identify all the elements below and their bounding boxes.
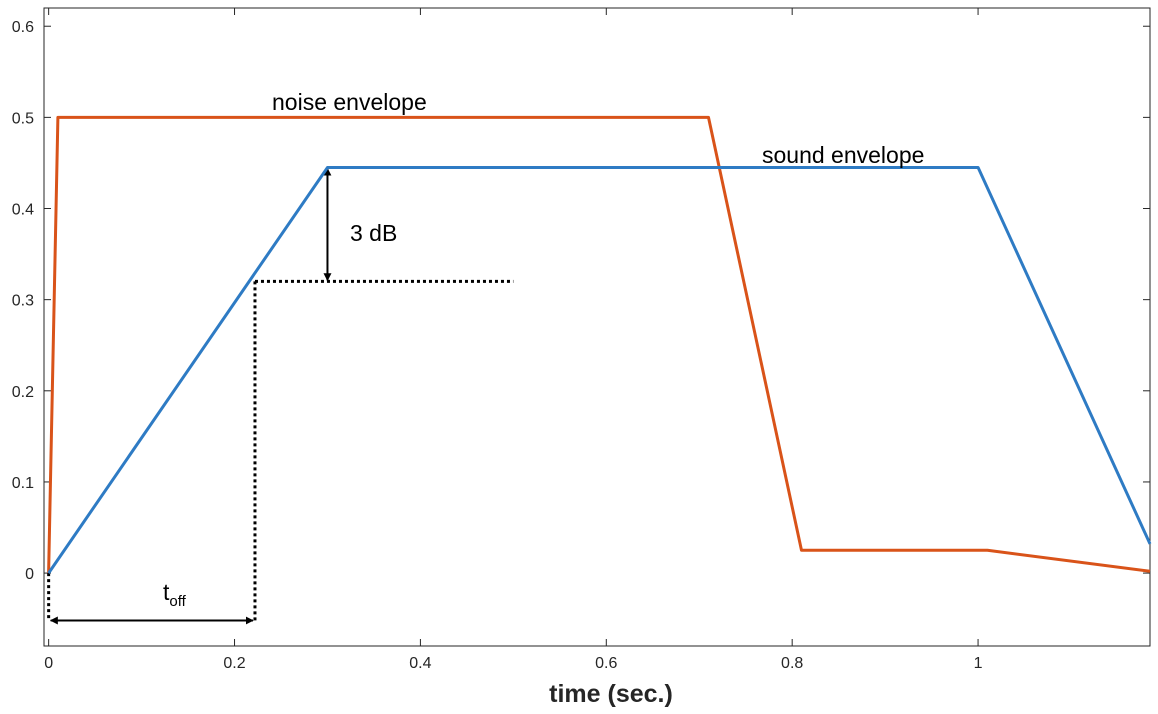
- y-tick-label: 0.4: [12, 202, 34, 219]
- y-tick-label: 0: [25, 566, 34, 583]
- toff-subscript: off: [169, 593, 186, 610]
- reference-guides: [47, 167, 514, 625]
- x-tick-label: 0: [44, 655, 53, 672]
- noise-envelope-line: [47, 115, 1151, 574]
- y-tick-label: 0.6: [12, 19, 34, 36]
- x-axis-label: time (sec.): [549, 680, 673, 708]
- x-tick-label: 0.4: [409, 655, 431, 672]
- y-tick-label: 0.5: [12, 110, 34, 127]
- toff-label: toff: [163, 579, 187, 610]
- x-tick-label: 0.6: [595, 655, 617, 672]
- x-tick-label: 0.8: [781, 655, 803, 672]
- series-layer: [47, 115, 1152, 574]
- y-tick-label: 0.1: [12, 475, 34, 492]
- y-tick-label: 0.2: [12, 384, 34, 401]
- sound-envelope-label: sound envelope: [762, 142, 924, 168]
- y-tick-label: 0.3: [12, 293, 34, 310]
- x-tick-label: 0.2: [223, 655, 245, 672]
- db-label: 3 dB: [350, 220, 397, 246]
- toff-main: t: [163, 579, 170, 605]
- noise-envelope-label: noise envelope: [272, 89, 427, 115]
- y-axis-ticks: 0 0.1 0.2 0.3 0.4 0.5 0.6: [12, 19, 1150, 583]
- sound-envelope-line: [47, 166, 1152, 574]
- x-tick-label: 1: [974, 655, 983, 672]
- x-axis-ticks: 0 0.2 0.4 0.6 0.8 1: [44, 8, 983, 672]
- plot-frame: [43, 7, 1151, 647]
